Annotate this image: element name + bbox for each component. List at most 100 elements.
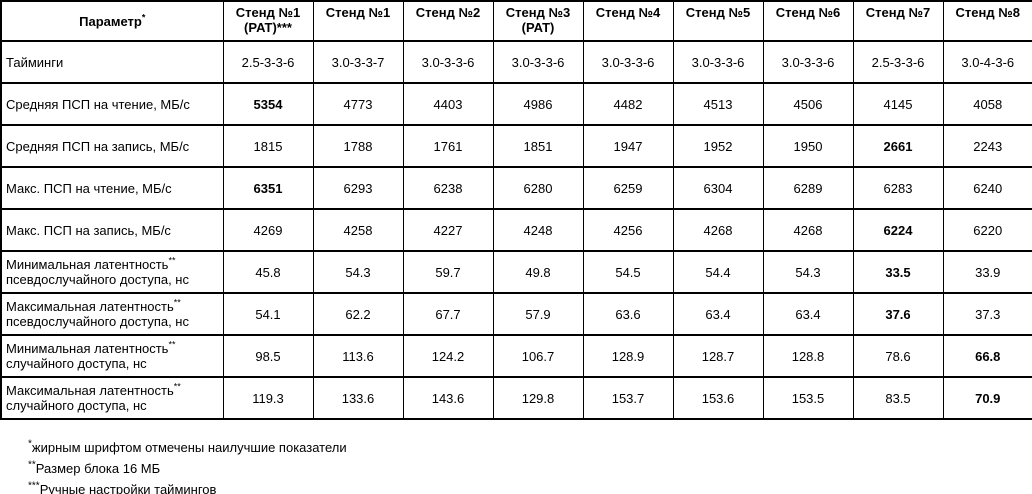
value-cell: 4268 bbox=[672, 208, 764, 252]
value-cell: 63.4 bbox=[672, 292, 764, 336]
header-cell-stand-4: Стенд №3 (PAT) bbox=[492, 0, 584, 42]
header-cell-stand-2: Стенд №1 bbox=[312, 0, 404, 42]
value-cell: 67.7 bbox=[402, 292, 494, 336]
value-cell: 3.0-3-3-6 bbox=[402, 40, 494, 84]
parameter-label: Средняя ПСП на запись, МБ/с bbox=[6, 138, 190, 154]
parameter-cell: Тайминги bbox=[0, 40, 224, 84]
parameter-label: Тайминги bbox=[6, 54, 64, 70]
value-cell: 6289 bbox=[762, 166, 854, 210]
value-cell: 6259 bbox=[582, 166, 674, 210]
footnote: ***Ручные настройки таймингов bbox=[28, 479, 1032, 494]
value-cell-best: 33.5 bbox=[852, 250, 944, 294]
footnote-text: Ручные настройки таймингов bbox=[39, 482, 217, 494]
parameter-cell: Максимальная латентность** случайного дос… bbox=[0, 376, 224, 420]
value-cell: 6240 bbox=[942, 166, 1032, 210]
value-cell: 62.2 bbox=[312, 292, 404, 336]
value-cell: 1851 bbox=[492, 124, 584, 168]
value-cell: 153.6 bbox=[672, 376, 764, 420]
value-cell: 4986 bbox=[492, 82, 584, 126]
parameter-label-line2: псевдослучайного доступа, нс bbox=[6, 314, 189, 329]
value-cell-best: 70.9 bbox=[942, 376, 1032, 420]
header-cell-parameter: Параметр* bbox=[0, 0, 224, 42]
value-cell: 4258 bbox=[312, 208, 404, 252]
footnote-marker: ** bbox=[28, 459, 36, 471]
value-cell: 4268 bbox=[762, 208, 854, 252]
parameter-cell: Макс. ПСП на запись, МБ/с bbox=[0, 208, 224, 252]
value-cell: 6293 bbox=[312, 166, 404, 210]
value-cell: 3.0-3-3-6 bbox=[762, 40, 854, 84]
value-cell: 3.0-4-3-6 bbox=[942, 40, 1032, 84]
value-cell: 4513 bbox=[672, 82, 764, 126]
value-cell: 4269 bbox=[222, 208, 314, 252]
header-cell-stand-5: Стенд №4 bbox=[582, 0, 674, 42]
parameter-footnote-marker: ** bbox=[173, 297, 181, 308]
value-cell: 4248 bbox=[492, 208, 584, 252]
parameter-cell: Минимальная латентность** псевдослучайног… bbox=[0, 250, 224, 294]
value-cell: 1952 bbox=[672, 124, 764, 168]
value-cell: 6220 bbox=[942, 208, 1032, 252]
value-cell: 113.6 bbox=[312, 334, 404, 378]
value-cell: 106.7 bbox=[492, 334, 584, 378]
parameter-footnote-marker: ** bbox=[168, 339, 176, 350]
value-cell: 119.3 bbox=[222, 376, 314, 420]
footnote: **Размер блока 16 МБ bbox=[28, 458, 1032, 479]
table-row: Тайминги 2.5-3-3-6 3.0-3-3-7 3.0-3-3-6 3.0-3… bbox=[0, 40, 1032, 84]
table-row: Средняя ПСП на чтение, МБ/с 5354 4773 4403 4… bbox=[0, 82, 1032, 126]
stand-header-line2: (PAT) bbox=[521, 20, 555, 35]
value-cell: 37.3 bbox=[942, 292, 1032, 336]
stand-header-line1: Стенд №6 bbox=[775, 5, 841, 20]
value-cell-best: 66.8 bbox=[942, 334, 1032, 378]
footnote-text: Размер блока 16 МБ bbox=[35, 461, 161, 476]
value-cell: 2243 bbox=[942, 124, 1032, 168]
header-cell-stand-8: Стенд №7 bbox=[852, 0, 944, 42]
value-cell: 4256 bbox=[582, 208, 674, 252]
value-cell: 128.8 bbox=[762, 334, 854, 378]
value-cell-best: 6224 bbox=[852, 208, 944, 252]
value-cell: 129.8 bbox=[492, 376, 584, 420]
value-cell: 83.5 bbox=[852, 376, 944, 420]
parameter-label: Макс. ПСП на чтение, МБ/с bbox=[6, 180, 172, 196]
value-cell: 3.0-3-3-6 bbox=[672, 40, 764, 84]
value-cell: 4145 bbox=[852, 82, 944, 126]
value-cell: 49.8 bbox=[492, 250, 584, 294]
table-row: Максимальная латентность** случайного дос… bbox=[0, 376, 1032, 420]
header-cell-stand-7: Стенд №6 bbox=[762, 0, 854, 42]
value-cell: 153.7 bbox=[582, 376, 674, 420]
table-row: Максимальная латентность** псевдослучайно… bbox=[0, 292, 1032, 336]
parameter-label: Средняя ПСП на чтение, МБ/с bbox=[6, 96, 190, 112]
value-cell: 54.3 bbox=[762, 250, 854, 294]
value-cell: 128.7 bbox=[672, 334, 764, 378]
table-row: Макс. ПСП на чтение, МБ/с 6351 6293 6238 628… bbox=[0, 166, 1032, 210]
value-cell: 54.1 bbox=[222, 292, 314, 336]
table-row: Макс. ПСП на запись, МБ/с 4269 4258 4227 424… bbox=[0, 208, 1032, 252]
value-cell: 6304 bbox=[672, 166, 764, 210]
value-cell: 1788 bbox=[312, 124, 404, 168]
stand-header-line2: (PAT)*** bbox=[244, 20, 292, 35]
parameter-cell: Средняя ПСП на запись, МБ/с bbox=[0, 124, 224, 168]
value-cell: 143.6 bbox=[402, 376, 494, 420]
value-cell: 4058 bbox=[942, 82, 1032, 126]
value-cell: 4482 bbox=[582, 82, 674, 126]
stand-header-line1: Стенд №8 bbox=[955, 5, 1020, 20]
header-cell-stand-3: Стенд №2 bbox=[402, 0, 494, 42]
header-cell-stand-9: Стенд №8 bbox=[942, 0, 1032, 42]
value-cell-best: 37.6 bbox=[852, 292, 944, 336]
value-cell: 4506 bbox=[762, 82, 854, 126]
value-cell: 57.9 bbox=[492, 292, 584, 336]
value-cell: 33.9 bbox=[942, 250, 1032, 294]
value-cell: 2.5-3-3-6 bbox=[222, 40, 314, 84]
value-cell-best: 6351 bbox=[222, 166, 314, 210]
value-cell: 1950 bbox=[762, 124, 854, 168]
table-row: Минимальная латентность** случайного дост… bbox=[0, 334, 1032, 378]
value-cell: 98.5 bbox=[222, 334, 314, 378]
value-cell: 2.5-3-3-6 bbox=[852, 40, 944, 84]
stand-header-line1: Стенд №1 bbox=[325, 5, 391, 20]
parameter-cell: Средняя ПСП на чтение, МБ/с bbox=[0, 82, 224, 126]
footnote-marker: * bbox=[28, 438, 32, 450]
parameter-cell: Минимальная латентность** случайного дост… bbox=[0, 334, 224, 378]
value-cell: 4773 bbox=[312, 82, 404, 126]
value-cell: 1947 bbox=[582, 124, 674, 168]
footnote-marker: *** bbox=[28, 480, 40, 492]
value-cell: 4227 bbox=[402, 208, 494, 252]
parameter-cell: Максимальная латентность** псевдослучайно… bbox=[0, 292, 224, 336]
